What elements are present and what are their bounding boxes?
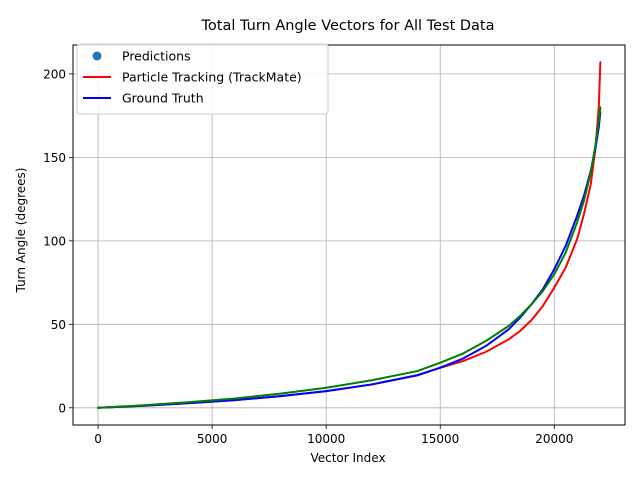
- y-axis-label: Turn Angle (degrees): [14, 168, 28, 294]
- legend: Predictions Particle Tracking (TrackMate…: [76, 43, 329, 115]
- x-tick-label: 0: [94, 432, 102, 446]
- y-tick-label: 100: [43, 234, 66, 248]
- legend-label-predictions: Predictions: [122, 49, 191, 64]
- y-tick-label: 50: [51, 318, 66, 332]
- ground-truth-line: [97, 111, 602, 409]
- x-tick-label: 15000: [421, 432, 459, 446]
- x-tick-label: 5000: [197, 432, 228, 446]
- x-axis-label: Vector Index: [310, 451, 385, 465]
- green-line: [97, 106, 602, 409]
- legend-marker-predictions: [92, 51, 102, 61]
- x-tick-label: 10000: [307, 432, 345, 446]
- plot-frame: [72, 44, 626, 426]
- legend-box: [76, 43, 329, 115]
- y-tick-label: 200: [43, 67, 66, 81]
- legend-label-trackmate: Particle Tracking (TrackMate): [122, 70, 302, 85]
- y-tick-label: 150: [43, 151, 66, 165]
- chart-title: Total Turn Angle Vectors for All Test Da…: [201, 18, 495, 34]
- x-tick-label: 20000: [535, 432, 573, 446]
- plot-series: [97, 61, 602, 409]
- axis-ticks: 0 5000 10000 15000 20000 0 50 100 150 200: [43, 67, 573, 446]
- y-tick-label: 0: [58, 401, 66, 415]
- legend-label-ground-truth: Ground Truth: [122, 91, 204, 106]
